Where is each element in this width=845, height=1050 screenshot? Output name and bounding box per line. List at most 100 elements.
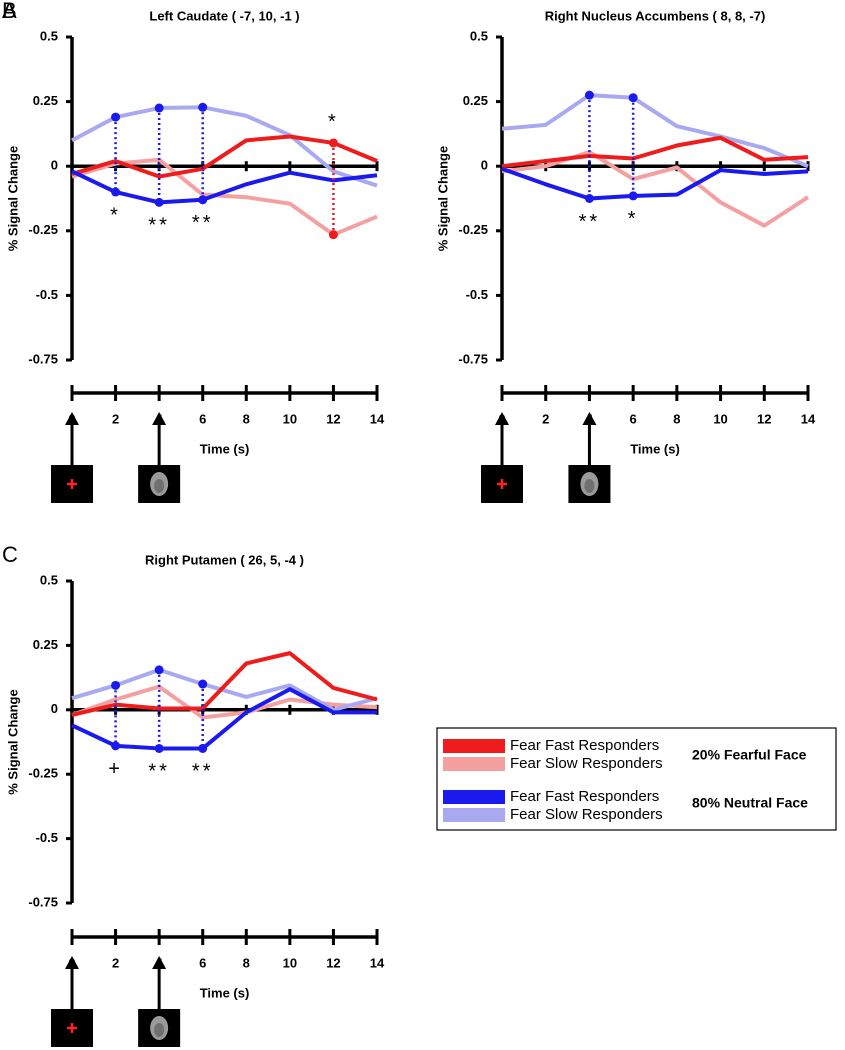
series-line: [501, 93, 809, 169]
x-axis-label: Time (s): [200, 985, 250, 1000]
x-tick-label: 10: [283, 411, 297, 426]
significance-label: **: [148, 761, 170, 783]
fixation-cross: [67, 479, 77, 489]
y-tick-label: 0: [481, 158, 488, 173]
x-tick-label: 8: [243, 955, 250, 970]
x-tick-label: 12: [326, 955, 340, 970]
y-tick-label: 0.25: [33, 93, 58, 108]
series-line: [501, 135, 809, 169]
chart-title: Left Caudate ( -7, 10, -1 ): [149, 8, 299, 23]
y-tick-label: -0.25: [28, 766, 58, 781]
x-tick-label: 12: [326, 411, 340, 426]
significance-label: **: [192, 212, 214, 234]
y-tick-label: -0.25: [28, 222, 58, 237]
y-tick-label: 0.5: [470, 28, 488, 43]
legend-swatch: [443, 808, 505, 822]
stimulus-arrowhead: [65, 412, 79, 425]
stimulus-arrowhead: [65, 956, 79, 969]
series-line: [501, 166, 809, 201]
y-axis-label: % Signal Change: [435, 146, 450, 251]
y-axis-label: % Signal Change: [5, 146, 20, 251]
stimulus-arrowhead: [582, 412, 597, 425]
marker-dot: [198, 679, 208, 689]
x-tick-label: 6: [630, 411, 637, 426]
series-line: [71, 169, 378, 205]
marker-dot: [111, 112, 121, 122]
legend-swatch: [443, 757, 505, 771]
marker-dot: [328, 138, 338, 148]
significance-label: *: [628, 208, 639, 230]
marker-dot: [154, 197, 164, 207]
series-line: [71, 651, 378, 717]
marker-dot: [584, 194, 594, 203]
legend-swatch: [443, 790, 505, 804]
legend-label: Fear Fast Responders: [510, 737, 659, 754]
x-tick-label: 2: [112, 411, 119, 426]
marker-dot: [154, 103, 164, 113]
significance-label: **: [192, 761, 214, 783]
stimulus-arrowhead: [495, 412, 509, 425]
face-icon-shade: [584, 479, 595, 493]
legend-label: Fear Slow Responders: [510, 806, 663, 823]
panel-label: A: [2, 0, 17, 23]
marker-dot: [154, 665, 164, 675]
marker-dot: [328, 230, 338, 240]
fixation-cross: [497, 479, 507, 489]
y-tick-label: -0.5: [466, 287, 488, 302]
y-tick-label: 0: [51, 701, 58, 716]
marker-dot: [154, 743, 164, 753]
panel-label: B: [2, 0, 17, 23]
x-tick-label: 10: [713, 411, 727, 426]
x-tick-label: 6: [199, 955, 206, 970]
marker-dot: [584, 90, 594, 100]
y-tick-label: -0.75: [28, 351, 58, 366]
series-line: [501, 149, 810, 228]
marker-dot: [628, 191, 638, 201]
y-tick-label: -0.75: [28, 894, 58, 909]
x-axis-label: Time (s): [630, 441, 680, 456]
y-tick-label: 0: [51, 158, 58, 173]
series-line: [71, 105, 378, 188]
x-tick-label: 14: [370, 955, 385, 970]
marker-dot: [198, 743, 208, 753]
chart-title: Right Nucleus Accumbens ( 8, 8, -7): [545, 8, 766, 23]
y-tick-label: 0.5: [40, 572, 58, 587]
x-tick-label: 8: [673, 411, 680, 426]
series-line: [71, 134, 378, 179]
x-tick-label: 12: [757, 411, 771, 426]
stimulus-arrowhead: [152, 412, 167, 425]
marker-dot: [111, 680, 121, 690]
fixation-cross: [67, 1023, 77, 1033]
chart-title: Right Putamen ( 26, 5, -4 ): [145, 552, 304, 567]
significance-label: **: [579, 211, 601, 233]
face-icon-shade: [154, 1023, 165, 1037]
marker-dot: [198, 195, 208, 205]
stimulus-arrowhead: [152, 956, 167, 969]
significance-label: *: [110, 204, 121, 226]
marker-dot: [198, 102, 208, 112]
legend-swatch: [443, 739, 505, 753]
face-icon-shade: [154, 479, 165, 493]
y-tick-label: 0.5: [40, 28, 58, 43]
series-line: [71, 667, 378, 712]
legend-label: Fear Slow Responders: [510, 755, 663, 772]
y-tick-label: -0.75: [458, 351, 488, 366]
legend-label: Fear Fast Responders: [510, 788, 659, 805]
x-tick-label: 2: [112, 955, 119, 970]
significance-label: +: [108, 758, 123, 780]
x-tick-label: 6: [199, 411, 206, 426]
y-tick-label: 0.25: [33, 637, 58, 652]
marker-dot: [111, 741, 121, 751]
x-tick-label: 2: [542, 411, 549, 426]
legend-group-label: 80% Neutral Face: [692, 795, 808, 811]
y-axis-label: % Signal Change: [5, 689, 20, 794]
series-line: [71, 687, 377, 751]
y-tick-label: -0.25: [458, 222, 488, 237]
y-tick-label: -0.5: [36, 287, 58, 302]
legend-group-label: 20% Fearful Face: [692, 747, 807, 763]
marker-dot: [111, 187, 121, 197]
x-tick-label: 14: [370, 411, 385, 426]
panel-label: C: [2, 542, 18, 567]
x-tick-label: 14: [801, 411, 816, 426]
